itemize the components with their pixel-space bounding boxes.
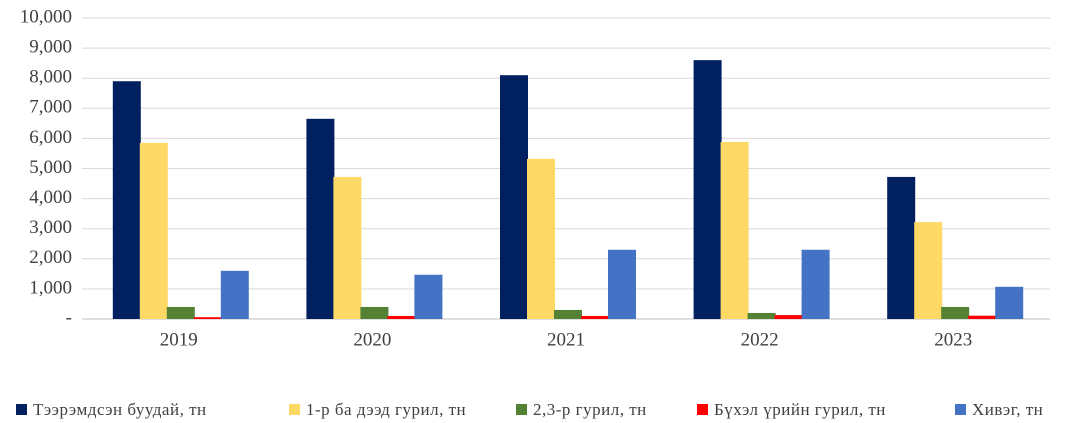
- bar: [693, 60, 722, 319]
- legend-label: 2,3-р гурил, тн: [533, 400, 647, 419]
- x-tick-label: 2022: [741, 329, 779, 350]
- bar: [887, 176, 916, 319]
- bar: [220, 270, 249, 319]
- bar: [306, 118, 335, 320]
- legend-swatch: [516, 404, 527, 415]
- bar: [608, 249, 636, 319]
- y-tick-label: 5,000: [29, 157, 72, 178]
- bar: [333, 176, 362, 319]
- bar: [774, 315, 803, 319]
- y-tick-label: 3,000: [29, 217, 72, 238]
- bar: [193, 317, 222, 319]
- bar: [387, 315, 416, 319]
- x-tick-label: 2023: [934, 329, 972, 350]
- y-tick-label: 6,000: [29, 127, 72, 148]
- legend-label: Бүхэл үрийн гурил, тн: [714, 400, 886, 419]
- legend-swatch: [289, 404, 300, 415]
- bar: [581, 315, 609, 319]
- legend-swatch: [955, 404, 966, 415]
- bar: [500, 75, 528, 319]
- bar: [139, 142, 168, 319]
- bar: [941, 306, 970, 319]
- y-tick-label: -: [66, 307, 72, 328]
- y-tick-label: 2,000: [29, 247, 72, 268]
- x-tick-label: 2019: [160, 329, 198, 350]
- bar: [360, 306, 389, 319]
- legend-swatch: [16, 404, 27, 415]
- legend-label: Тээрэмдсэн буудай, тн: [33, 400, 207, 419]
- bar: [747, 312, 776, 319]
- bar: [995, 286, 1024, 319]
- bar: [720, 142, 749, 319]
- y-tick-label: 1,000: [29, 277, 72, 298]
- legend-label: 1-р ба дээд гурил, тн: [306, 400, 466, 419]
- legend-label: Хивэг, тн: [972, 400, 1043, 419]
- y-tick-label: 7,000: [29, 97, 72, 118]
- bar: [554, 309, 582, 319]
- bar: [914, 222, 943, 319]
- bar: [414, 274, 443, 319]
- bar: [527, 158, 555, 319]
- bar: [801, 249, 830, 319]
- bar: [112, 81, 141, 320]
- y-tick-label: 9,000: [29, 36, 72, 57]
- y-tick-label: 10,000: [20, 6, 72, 27]
- bar: [166, 306, 195, 319]
- x-tick-label: 2020: [353, 329, 391, 350]
- y-tick-label: 4,000: [29, 187, 72, 208]
- x-tick-label: 2021: [547, 329, 585, 350]
- bar: [968, 315, 997, 319]
- legend-swatch: [697, 404, 708, 415]
- y-tick-label: 8,000: [29, 67, 72, 88]
